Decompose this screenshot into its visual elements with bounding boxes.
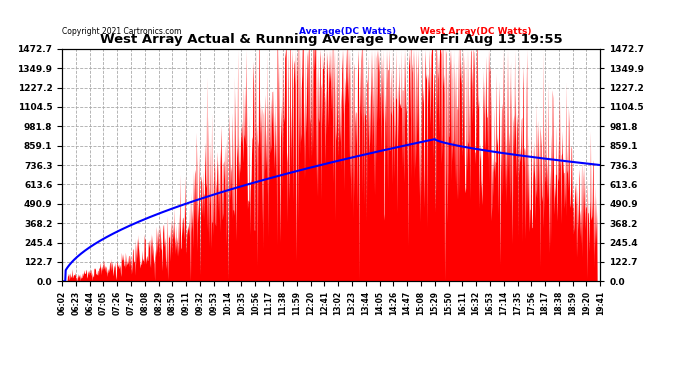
Text: Average(DC Watts): Average(DC Watts) — [299, 27, 396, 36]
Text: Copyright 2021 Cartronics.com: Copyright 2021 Cartronics.com — [62, 27, 181, 36]
Text: West Array(DC Watts): West Array(DC Watts) — [420, 27, 531, 36]
Title: West Array Actual & Running Average Power Fri Aug 13 19:55: West Array Actual & Running Average Powe… — [100, 33, 562, 46]
